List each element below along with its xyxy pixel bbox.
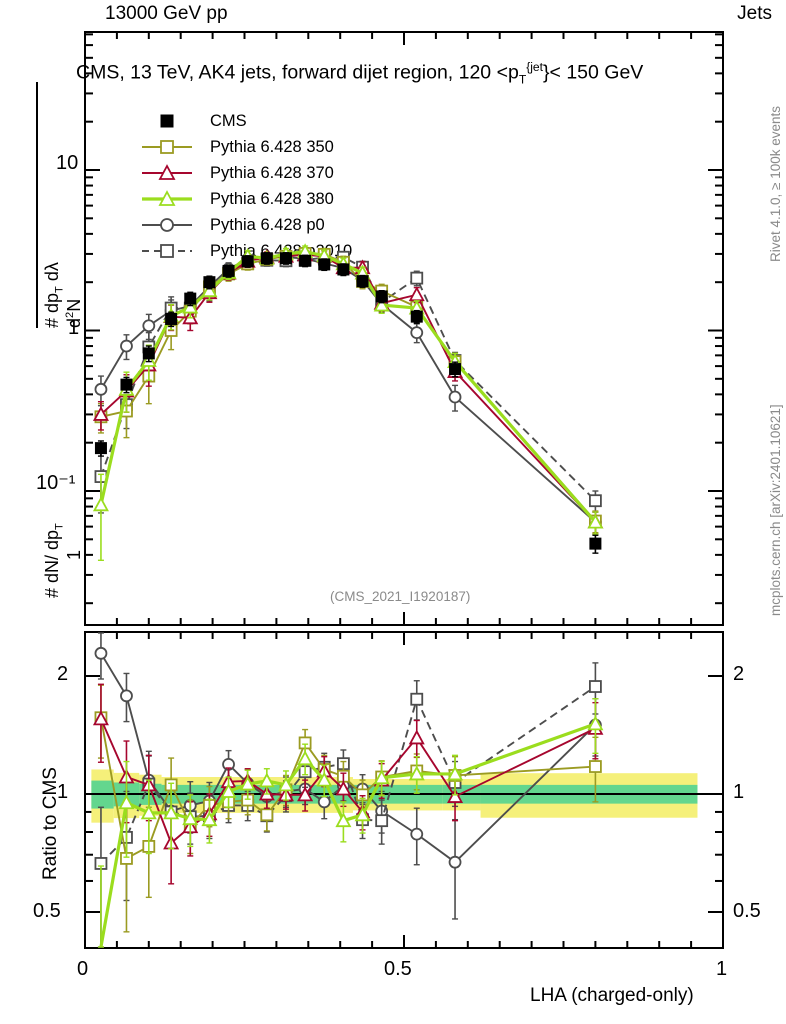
- ratio-ytick-2-left: 2: [57, 663, 69, 685]
- x-axis-label: LHA (charged-only): [530, 985, 694, 1006]
- legend-label: Pythia 6.428 380: [210, 189, 334, 208]
- ratio-ytick-0p5-right: 0.5: [733, 900, 761, 922]
- legend-label: Pythia 6.428 350: [210, 137, 334, 156]
- legend-swatch-filled-square: [160, 114, 174, 128]
- main-panel-frame: [84, 31, 724, 626]
- main-ytick-1: 1: [68, 317, 80, 339]
- main-ytick-0p1: 10⁻¹: [36, 472, 76, 494]
- xtick-1: 1: [716, 958, 728, 980]
- main-y-axis-label: d2N # dpT dλ 1 # dN/ dpT: [8, 40, 84, 598]
- title-sub: T: [518, 72, 527, 87]
- title-sup: {jet: [526, 60, 543, 74]
- ratio-ytick-1-right: 1: [733, 781, 745, 803]
- header-right-label: Jets: [737, 3, 772, 24]
- legend-label: CMS: [210, 111, 247, 130]
- legend-swatch-open-triangle: [142, 164, 192, 180]
- series-open-square: [94, 250, 602, 514]
- legend-label: Pythia 6.428 370: [210, 163, 334, 182]
- legend-label: Pythia 6.428 p0: [210, 215, 325, 234]
- series-open-square: [94, 247, 602, 534]
- series-open-triangle: [97, 698, 604, 948]
- legend-swatch-open-triangle: [142, 190, 192, 206]
- title-pre: CMS, 13 TeV, AK4 jets, forward dijet reg…: [76, 61, 519, 84]
- legend-item-1: Pythia 6.428 350: [140, 134, 352, 160]
- xtick-0: 0: [77, 958, 89, 980]
- analysis-id-watermark: (CMS_2021_I1920187): [330, 589, 471, 604]
- fraction-bar: [36, 82, 38, 328]
- xtick-0p5: 0.5: [384, 958, 412, 980]
- series-open-circle: [94, 250, 602, 535]
- legend-swatch-open-square: [142, 140, 192, 154]
- series-filled-square: [94, 252, 602, 554]
- ratio-panel-frame: [84, 631, 724, 949]
- ratio-ytick-2-right: 2: [733, 663, 745, 685]
- legend-item-4: Pythia 6.428 p0: [140, 212, 352, 238]
- legend-item-3: Pythia 6.428 380: [140, 186, 352, 212]
- plot-title: CMS, 13 TeV, AK4 jets, forward dijet reg…: [76, 60, 643, 86]
- ratio-ytick-0p5-left: 0.5: [33, 900, 61, 922]
- ratio-ytick-1-left: 1: [57, 781, 69, 803]
- main-ytick-10: 10: [56, 152, 79, 174]
- legend-item-0: CMS: [140, 108, 352, 134]
- title-post: }< 150 GeV: [543, 61, 644, 84]
- series-open-triangle: [92, 243, 604, 562]
- legend-swatch-open-circle: [142, 218, 192, 232]
- header-left-label: 13000 GeV pp: [105, 3, 228, 24]
- legend-swatch-open-square: [142, 244, 192, 258]
- series-open-triangle: [92, 246, 604, 535]
- legend-item-2: Pythia 6.428 370: [140, 160, 352, 186]
